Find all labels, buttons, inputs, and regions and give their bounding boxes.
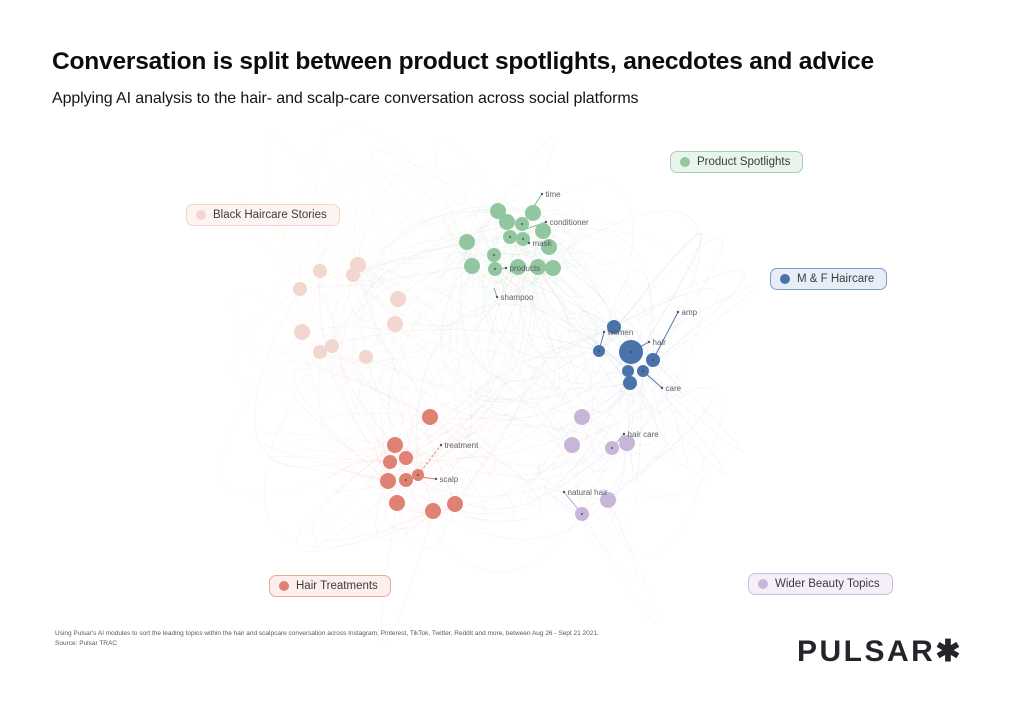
graph-node-green[interactable] (510, 259, 526, 275)
graph-node-red[interactable] (422, 409, 438, 425)
label-anchor-dot (622, 432, 626, 436)
label-anchor-dot (495, 295, 499, 299)
graph-node-pink[interactable] (294, 324, 310, 340)
node-center-dot (404, 478, 408, 482)
legend-blue-dot-icon (780, 274, 790, 284)
legend-mf-haircare[interactable]: M & F Haircare (770, 268, 888, 290)
node-label: mask (533, 239, 553, 248)
node-center-dot (629, 350, 633, 354)
source-note-line2: Source: Pulsar TRAC (55, 639, 118, 647)
label-anchor-dot (562, 490, 566, 494)
graph-node-green[interactable] (459, 234, 475, 250)
legend-label: Hair Treatments (296, 580, 378, 592)
label-anchor-dot (540, 192, 544, 196)
graph-node-purple[interactable] (600, 492, 616, 508)
node-label: care (666, 384, 682, 393)
graph-node-pink[interactable] (346, 268, 360, 282)
graph-node-green[interactable] (525, 205, 541, 221)
graph-node-pink[interactable] (313, 345, 327, 359)
node-center-dot (610, 446, 614, 450)
legend-green-dot-icon (680, 157, 690, 167)
pulsar-logo: PULSAR✱ (797, 635, 963, 668)
source-note-line1: Using Pulsar's AI modules to sort the le… (55, 630, 599, 637)
legend-pink-dot-icon (196, 210, 206, 220)
node-label: women (607, 328, 634, 337)
graph-node-blue[interactable] (607, 320, 621, 334)
node-label: products (510, 264, 541, 273)
node-label: treatment (445, 441, 480, 450)
graph-node-purple[interactable] (574, 409, 590, 425)
graph-node-blue[interactable] (622, 365, 634, 377)
label-anchor-dot (647, 340, 651, 344)
page-subtitle: Applying AI analysis to the hair- and sc… (52, 90, 639, 107)
graph-node-pink[interactable] (313, 264, 327, 278)
graph-node-green[interactable] (535, 223, 551, 239)
label-anchor-dot (676, 310, 680, 314)
graph-node-red[interactable] (389, 495, 405, 511)
node-label: shampoo (501, 293, 534, 302)
label-anchor-dot (434, 477, 438, 481)
node-center-dot (597, 349, 601, 353)
label-anchor-dot (439, 443, 443, 447)
graph-node-red[interactable] (387, 437, 403, 453)
node-center-dot (521, 237, 525, 241)
legend-red-dot-icon (279, 581, 289, 591)
node-center-dot (416, 473, 420, 477)
graph-node-green[interactable] (499, 214, 515, 230)
node-center-dot (651, 358, 655, 362)
legend-hair-treatments[interactable]: Hair Treatments (269, 575, 391, 597)
legend-label: M & F Haircare (797, 273, 875, 285)
graph-node-pink[interactable] (390, 291, 406, 307)
node-label: amp (682, 308, 698, 317)
label-leader-line (493, 287, 498, 298)
node-label: hair care (628, 430, 660, 439)
legend-purple-dot-icon (758, 579, 768, 589)
legend-label: Wider Beauty Topics (775, 578, 880, 590)
legend-wider-beauty-topics[interactable]: Wider Beauty Topics (748, 573, 893, 595)
node-center-dot (641, 369, 645, 373)
legend-black-haircare-stories[interactable]: Black Haircare Stories (186, 204, 340, 226)
node-center-dot (492, 253, 496, 257)
legend-label: Black Haircare Stories (213, 209, 327, 221)
graph-node-red[interactable] (399, 451, 413, 465)
graph-node-pink[interactable] (325, 339, 339, 353)
node-label: time (546, 190, 562, 199)
label-anchor-dot (660, 386, 664, 390)
node-center-dot (493, 267, 497, 271)
label-anchor-dot (602, 330, 606, 334)
graph-node-green[interactable] (545, 260, 561, 276)
legend-label: Product Spotlights (697, 156, 791, 168)
graph-node-purple[interactable] (564, 437, 580, 453)
graph-node-red[interactable] (383, 455, 397, 469)
graph-node-blue[interactable] (623, 376, 637, 390)
node-label: hair (653, 338, 667, 347)
graph-node-red[interactable] (447, 496, 463, 512)
graph-node-pink[interactable] (293, 282, 307, 296)
graph-node-green[interactable] (530, 259, 546, 275)
graph-node-red[interactable] (380, 473, 396, 489)
legend-product-spotlights[interactable]: Product Spotlights (670, 151, 804, 173)
node-center-dot (580, 512, 584, 516)
graph-node-green[interactable] (541, 239, 557, 255)
graph-node-pink[interactable] (387, 316, 403, 332)
graph-node-purple[interactable] (619, 435, 635, 451)
node-label: natural hair (568, 488, 608, 497)
label-leader-line (417, 444, 442, 476)
page-title: Conversation is split between product sp… (52, 48, 874, 75)
label-anchor-dot (544, 220, 548, 224)
label-leader-line (652, 311, 679, 361)
node-label: conditioner (550, 218, 589, 227)
node-center-dot (508, 235, 512, 239)
graph-node-green[interactable] (464, 258, 480, 274)
source-note: Using Pulsar's AI modules to sort the le… (55, 629, 599, 649)
node-label: scalp (440, 475, 459, 484)
graph-node-pink[interactable] (359, 350, 373, 364)
label-anchor-dot (504, 266, 508, 270)
label-anchor-dot (527, 241, 531, 245)
graph-node-red[interactable] (425, 503, 441, 519)
graph-node-green[interactable] (490, 203, 506, 219)
node-center-dot (520, 222, 524, 226)
